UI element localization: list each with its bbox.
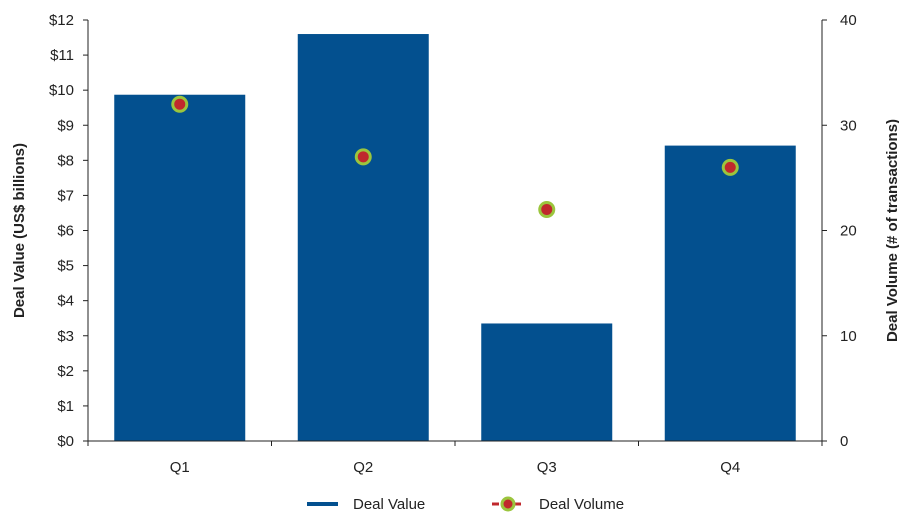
marker-q2 <box>354 148 372 166</box>
marker-q1 <box>171 95 189 113</box>
x-tick-label-q1: Q1 <box>170 459 190 476</box>
left-y-ticks: $0 $1 $2 $3 $4 $5 $6 $7 $8 $9 $10 $11 $12 <box>49 12 88 450</box>
bar-q4 <box>664 145 796 441</box>
legend-deal-value-label: Deal Value <box>353 496 425 512</box>
legend-deal-volume-marker <box>500 496 516 512</box>
right-y-ticks: 0 10 20 30 40 <box>822 12 857 450</box>
left-tick-label: $6 <box>57 223 74 240</box>
legend-deal-volume-label: Deal Volume <box>539 496 624 512</box>
left-tick-label: $9 <box>57 117 74 134</box>
bar-series-group <box>114 34 796 442</box>
left-tick-label: $8 <box>57 152 74 169</box>
right-tick-label: 0 <box>840 433 848 450</box>
marker-series-group <box>171 95 739 218</box>
x-tick-label-q3: Q3 <box>537 459 557 476</box>
marker-q3 <box>538 200 556 218</box>
marker-q4 <box>721 158 739 176</box>
left-tick-label: $7 <box>57 187 74 204</box>
x-tick-label-q2: Q2 <box>353 459 373 476</box>
left-tick-label: $10 <box>49 82 74 99</box>
legend-item-deal-value: Deal Value <box>307 496 425 513</box>
left-tick-label: $12 <box>49 12 74 29</box>
left-y-axis-title: Deal Value (US$ billions) <box>11 143 28 318</box>
right-tick-label: 30 <box>840 117 857 134</box>
legend: Deal Value Deal Volume <box>307 496 624 513</box>
bar-q2 <box>297 34 429 442</box>
right-y-axis-title: Deal Volume (# of transactions) <box>884 119 899 342</box>
bar-q3 <box>481 323 613 441</box>
left-tick-label: $2 <box>57 363 74 380</box>
left-tick-label: $3 <box>57 328 74 345</box>
bar-q1 <box>114 94 246 441</box>
right-tick-label: 20 <box>840 223 857 240</box>
x-ticks: Q1 Q2 Q3 Q4 <box>87 441 823 476</box>
x-tick-label-q4: Q4 <box>720 459 740 476</box>
right-tick-label: 40 <box>840 12 857 29</box>
left-tick-label: $0 <box>57 433 74 450</box>
left-tick-label: $1 <box>57 398 74 415</box>
left-tick-label: $4 <box>57 293 74 310</box>
legend-item-deal-volume: Deal Volume <box>492 496 624 513</box>
left-tick-label: $11 <box>50 47 74 64</box>
right-tick-label: 10 <box>840 328 857 345</box>
left-tick-label: $5 <box>57 258 74 275</box>
